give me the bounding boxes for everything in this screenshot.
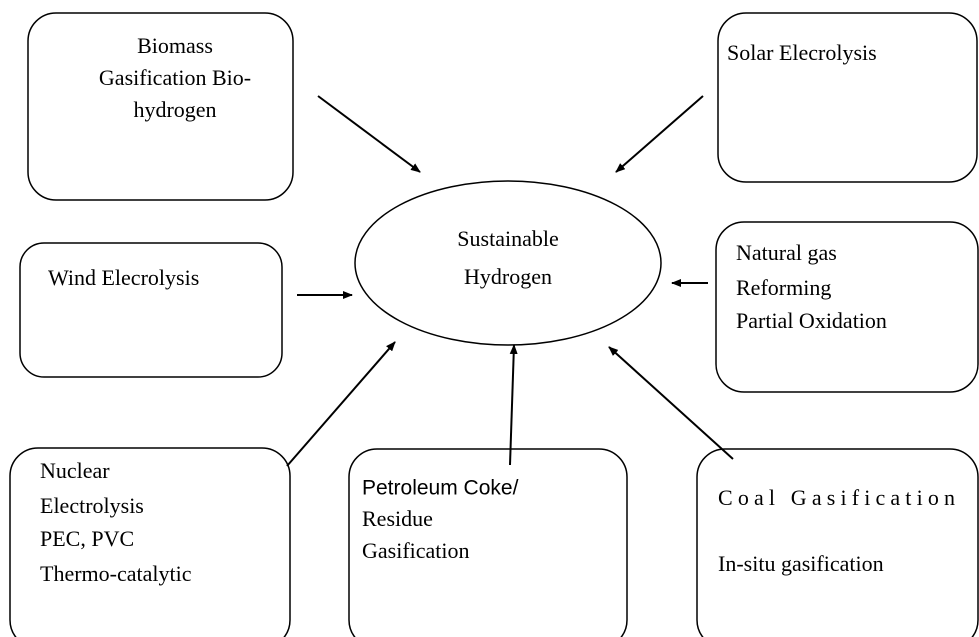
node-text: Solar Elecrolysis	[727, 40, 877, 65]
node-text: Thermo-catalytic	[40, 561, 192, 586]
node-text: Gasification Bio-	[99, 65, 251, 90]
arrow	[608, 346, 734, 460]
node-text: Natural gas	[736, 240, 837, 265]
arrow	[286, 341, 396, 467]
node-text: Petroleum Coke/	[362, 477, 519, 500]
node-text: Gasification	[362, 538, 470, 563]
arrow	[509, 344, 518, 466]
node-text: Partial Oxidation	[736, 308, 887, 333]
node-text: Biomass	[137, 33, 213, 58]
arrow	[317, 95, 421, 173]
node-text: Residue	[362, 506, 433, 531]
node-box	[715, 221, 979, 393]
node-box	[348, 448, 628, 637]
node-text: Hydrogen	[464, 264, 552, 289]
node-text: PEC, PVC	[40, 526, 134, 551]
node-text: Electrolysis	[40, 493, 144, 518]
node-text: Reforming	[736, 275, 831, 300]
node-text: Nuclear	[40, 458, 110, 483]
node-box	[27, 12, 294, 201]
arrow	[615, 95, 704, 173]
node-box	[9, 447, 291, 637]
center-ellipse	[354, 180, 662, 346]
node-text: Wind Elecrolysis	[48, 265, 199, 290]
node-text: hydrogen	[133, 97, 216, 122]
node-text: In-situ gasification	[718, 551, 884, 576]
node-box	[717, 12, 978, 183]
node-box	[696, 448, 979, 637]
node-box	[19, 242, 283, 378]
node-text: Sustainable	[457, 226, 558, 251]
